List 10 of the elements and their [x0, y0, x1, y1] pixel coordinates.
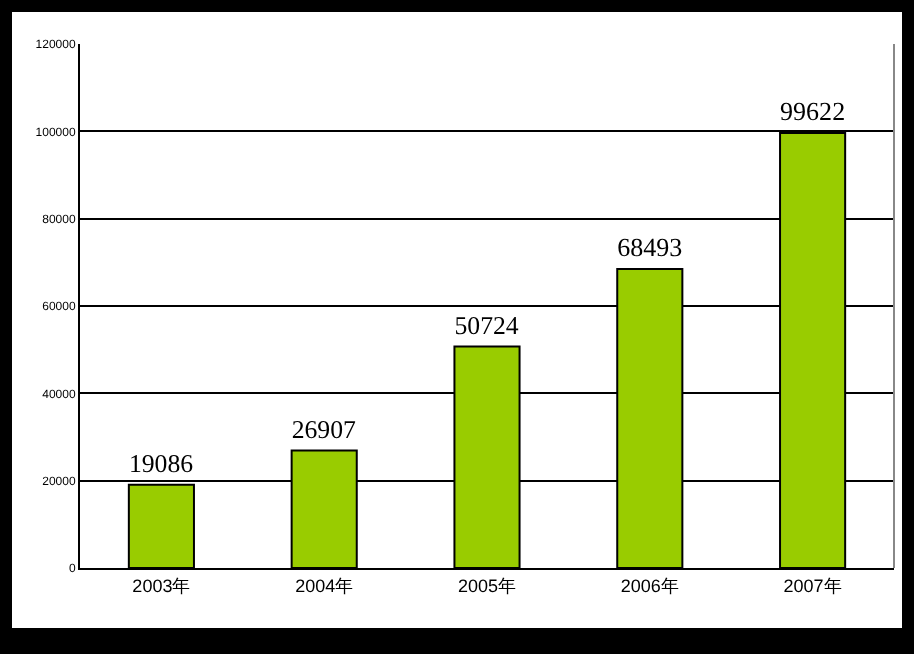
- data-label: 68493: [617, 231, 683, 262]
- data-label: 99622: [780, 96, 846, 127]
- data-label: 19086: [128, 449, 195, 478]
- x-tick-label: 2004年: [295, 575, 354, 596]
- data-label: 26907: [291, 415, 358, 444]
- x-tick-label: 2006年: [620, 575, 679, 596]
- x-tick-label: 2003年: [132, 575, 191, 596]
- data-label: 50724: [454, 311, 520, 340]
- x-tick-label: 2005年: [457, 575, 517, 596]
- x-tick-label: 2007年: [783, 575, 842, 596]
